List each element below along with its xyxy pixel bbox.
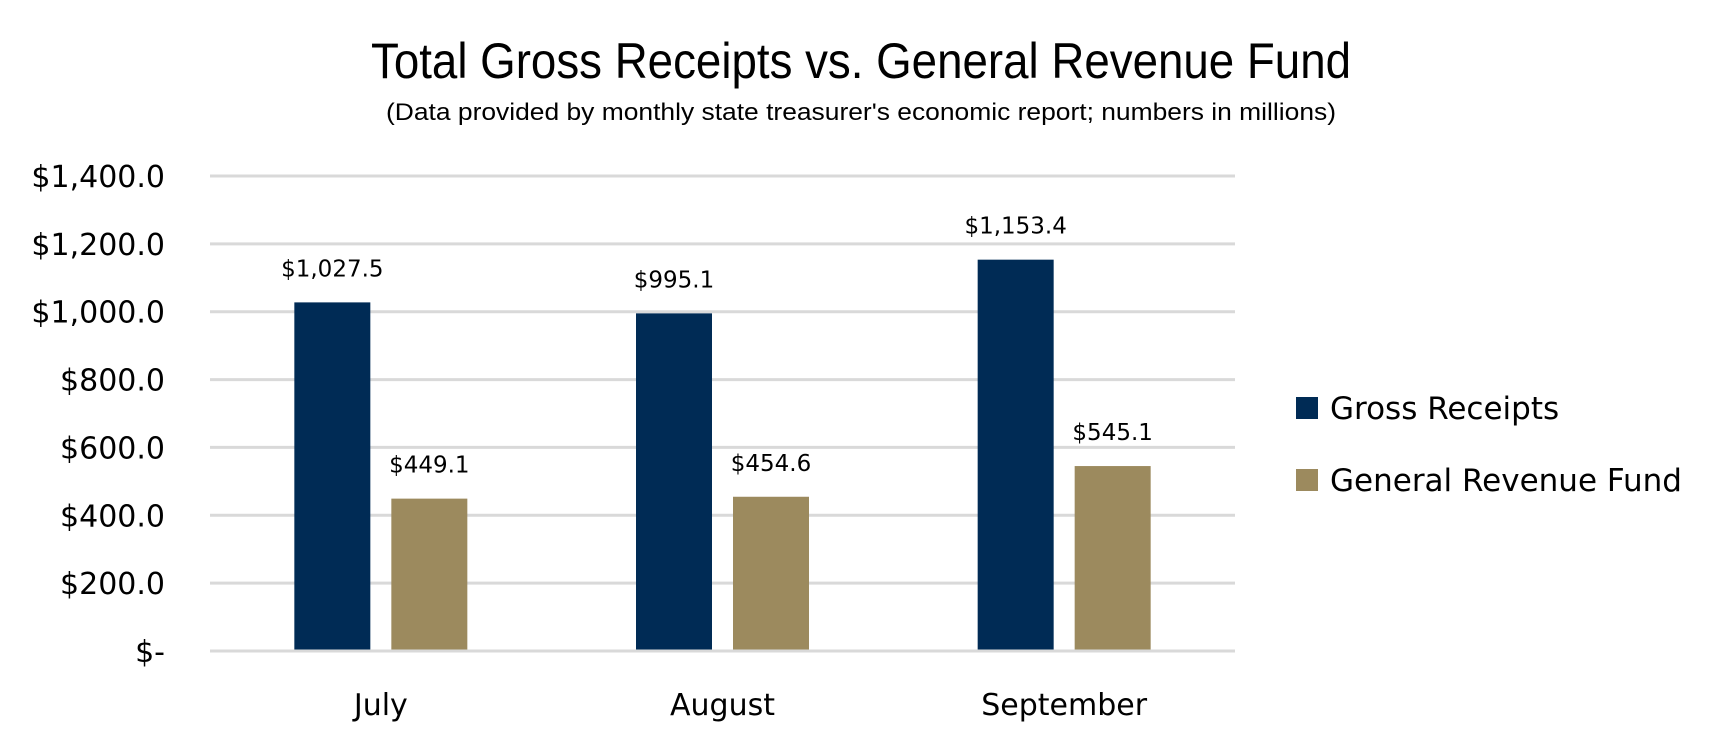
legend-label: Gross Receipts (1330, 391, 1559, 427)
chart-title: Total Gross Receipts vs. General Revenue… (371, 33, 1351, 89)
legend-label: General Revenue Fund (1330, 463, 1682, 499)
y-tick-label: $200.0 (60, 567, 165, 602)
bar-gross-receipts-august (636, 313, 712, 651)
x-tick-label: September (981, 688, 1147, 723)
y-tick-label: $- (135, 635, 165, 670)
x-axis-ticks: July August September (352, 688, 1148, 723)
bar-general-revenue-fund-september (1074, 466, 1151, 651)
data-label: $449.1 (389, 453, 469, 479)
bar-gross-receipts-september (977, 259, 1054, 651)
data-label: $454.6 (731, 451, 811, 477)
y-tick-label: $600.0 (60, 431, 165, 466)
x-tick-label: July (352, 688, 408, 723)
data-label: $995.1 (634, 267, 714, 293)
y-tick-label: $800.0 (60, 364, 165, 399)
y-tick-label: $400.0 (60, 499, 165, 534)
legend-swatch-gross-receipts (1296, 397, 1318, 419)
gridlines (210, 174, 1235, 653)
bar-gross-receipts-july (294, 302, 371, 651)
data-label: $1,153.4 (964, 214, 1066, 240)
data-label: $545.1 (1072, 420, 1152, 446)
y-tick-label: $1,400.0 (31, 160, 165, 195)
legend: Gross Receipts General Revenue Fund (1296, 391, 1682, 499)
chart-subtitle: (Data provided by monthly state treasure… (386, 99, 1336, 126)
bar-general-revenue-fund-august (733, 496, 809, 651)
y-axis-ticks: $- $200.0 $400.0 $600.0 $800.0 $1,000.0 $1,200… (31, 160, 165, 670)
data-labels: $1,027.5 $449.1 $995.1 $454.6 $1,153.4 $545.1 (281, 214, 1153, 479)
bars (294, 259, 1151, 651)
bar-general-revenue-fund-july (391, 498, 468, 651)
legend-swatch-general-revenue-fund (1296, 469, 1318, 491)
x-tick-label: August (670, 688, 775, 723)
data-label: $1,027.5 (281, 256, 383, 282)
y-tick-label: $1,200.0 (31, 228, 165, 263)
y-tick-label: $1,000.0 (31, 296, 165, 331)
